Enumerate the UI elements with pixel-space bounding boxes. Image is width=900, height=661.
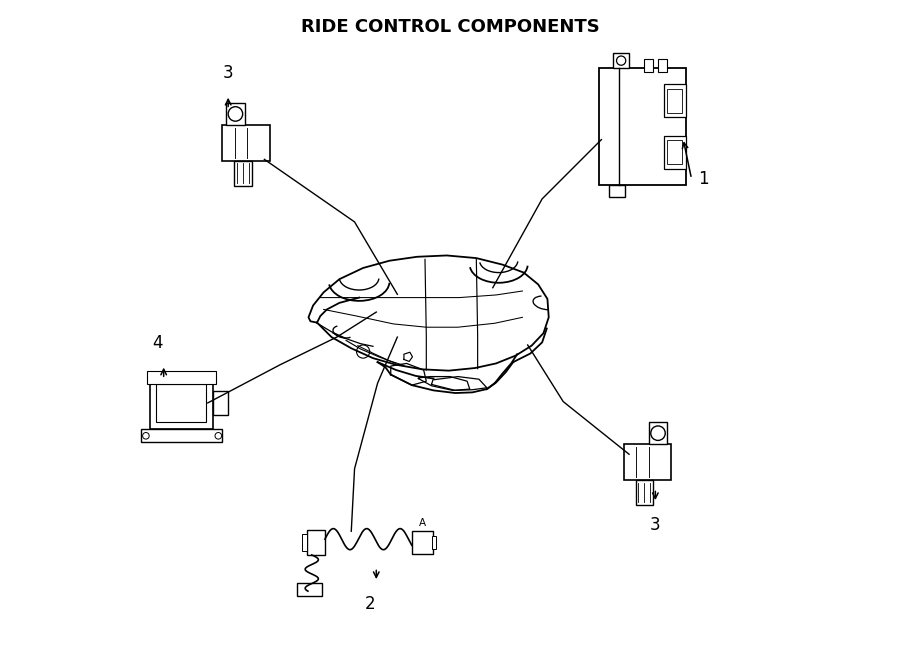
Text: 3: 3 <box>223 63 233 82</box>
Bar <box>307 530 325 555</box>
Bar <box>609 185 626 197</box>
Bar <box>658 59 667 72</box>
Bar <box>635 480 653 505</box>
Bar <box>140 429 222 442</box>
Bar <box>664 84 686 117</box>
Bar <box>667 89 682 112</box>
Bar <box>664 136 686 169</box>
Bar <box>598 68 686 185</box>
Circle shape <box>651 426 665 440</box>
Bar <box>644 59 652 72</box>
Text: 2: 2 <box>364 595 375 613</box>
Bar <box>234 161 252 186</box>
Circle shape <box>616 56 625 65</box>
Text: A: A <box>418 518 426 528</box>
Bar <box>297 583 322 596</box>
Bar <box>302 534 307 551</box>
Bar <box>667 140 682 164</box>
Text: 1: 1 <box>698 170 709 188</box>
Circle shape <box>229 106 243 121</box>
Bar <box>226 102 245 125</box>
Circle shape <box>142 432 149 439</box>
Bar <box>150 377 213 429</box>
Bar <box>649 422 667 444</box>
Bar <box>148 371 216 385</box>
Text: 4: 4 <box>152 334 162 352</box>
Bar <box>432 536 436 549</box>
Bar <box>613 54 629 68</box>
Text: RIDE CONTROL COMPONENTS: RIDE CONTROL COMPONENTS <box>301 18 599 36</box>
Bar <box>222 125 270 161</box>
Text: 3: 3 <box>650 516 661 534</box>
Circle shape <box>215 432 221 439</box>
Circle shape <box>356 345 370 358</box>
Bar <box>213 391 228 414</box>
Bar <box>412 531 433 554</box>
Bar <box>157 384 206 422</box>
Bar <box>624 444 671 480</box>
